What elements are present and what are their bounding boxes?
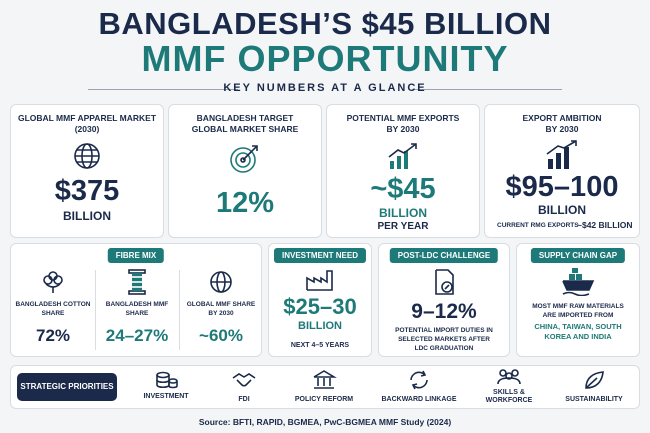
card: POTENTIAL MMF EXPORTS BY 2030 ~$45 BILLI… [326,104,480,238]
value: 9–12% [411,300,477,323]
rule [88,89,238,90]
note: POTENTIAL IMPORT DUTIES IN SELECTED MARK… [395,327,493,352]
icon [313,370,337,389]
priority: INVESTMENT [123,366,209,408]
source: Source: BFTI, RAPID, BGMEA, PwC-BGMEA MM… [198,417,452,427]
document-icon [435,269,454,295]
card: EXPORT AMBITION BY 2030 $95–100 BILLION … [484,104,640,238]
note: NEXT 4–5 YEARS [290,342,350,349]
card: INVESTMENT NEED $25–30 BILLION NEXT 4–5 … [268,243,372,357]
header: INVESTMENT NEED [273,248,367,263]
value: ~60% [199,326,243,345]
fibre-card: FIBRE MIX BANGLADESH COTTON SHARE 72% BA… [10,243,262,357]
icon [410,370,428,390]
label: GLOBAL MMF APPAREL MARKET [17,113,157,123]
countries: CHINA, TAIWAN, SOUTH KOREA AND INDIA [534,322,622,341]
header: FIBRE MIX [107,248,165,263]
spool-icon [128,269,146,295]
unit: BILLION [298,320,342,332]
header: POST-LDC CHALLENGE [389,248,499,263]
label: SUSTAINABILITY [565,396,623,403]
icon [156,371,178,389]
note-label: CURRENT RMG EXPORTS [497,222,579,229]
value: $95–100 [505,171,619,203]
label: GLOBAL MMF SHARE BY 2030 [186,301,256,317]
unit: BILLION [538,203,586,217]
label: GLOBAL MARKET SHARE [191,124,299,134]
label: POLICY REFORM [294,396,354,403]
value: ~$45 [370,173,436,205]
value: $25–30 [283,294,357,319]
label: EXPORT AMBITION [522,113,602,123]
ship-icon [562,268,595,296]
globe-icon [74,143,100,169]
globe-icon [210,271,232,293]
label: POTENTIAL MMF EXPORTS [346,113,460,123]
unit: BILLION [379,206,427,220]
rule [412,89,562,90]
unit: BILLION [63,209,111,223]
note-value: ~$42 BILLION [577,220,633,230]
priority: BACKWARD LINKAGE [369,366,469,408]
title: MMF OPPORTUNITY [141,38,509,79]
priority: POLICY REFORM [279,366,369,408]
title: BANGLADESH’S $45 BILLION [98,6,552,41]
header: SUPPLY CHAIN GAP [530,248,626,263]
label: BACKWARD LINKAGE [381,396,457,403]
label: INVESTMENT [143,393,189,400]
factory-icon [306,270,333,291]
card: GLOBAL MMF APPAREL MARKET (2030) $375 BI… [10,104,164,238]
label: BY 2030 [386,124,420,134]
icon [232,373,256,387]
note: PER YEAR [377,221,429,232]
label: FDI [238,396,250,403]
note: MOST MMF RAW MATERIALS ARE IMPORTED FROM [532,303,624,319]
label: SKILLS & WORKFORCE [485,389,533,404]
priority: SKILLS & WORKFORCE [469,366,549,408]
label: (2030) [74,124,100,134]
subtitle: KEY NUMBERS AT A GLANCE [223,82,427,94]
growth-icon [546,140,577,169]
priority: FDI [209,366,279,408]
icon [585,371,604,389]
label: BANGLADESH TARGET [196,113,294,123]
value: 12% [215,187,275,219]
header: STRATEGIC PRIORITIES [17,373,117,401]
value: $375 [54,175,120,207]
priority: SUSTAINABILITY [549,366,639,408]
label: BANGLADESH MMF SHARE [105,301,169,317]
card: BANGLADESH TARGET GLOBAL MARKET SHARE 12… [168,104,322,238]
cotton-icon [43,271,63,293]
label: BANGLADESH COTTON SHARE [15,301,91,317]
card: POST-LDC CHALLENGE 9–12% POTENTIAL IMPOR… [378,243,510,357]
icon [497,369,521,385]
label: BY 2030 [545,124,579,134]
value: 72% [35,326,71,345]
card: SUPPLY CHAIN GAP MOST MMF RAW MATERIALS … [516,243,640,357]
target-icon [230,145,258,173]
priorities-bar: STRATEGIC PRIORITIES INVESTMENT FDI POLI… [10,365,640,409]
growth-icon [388,143,417,169]
value: 24–27% [105,326,169,345]
